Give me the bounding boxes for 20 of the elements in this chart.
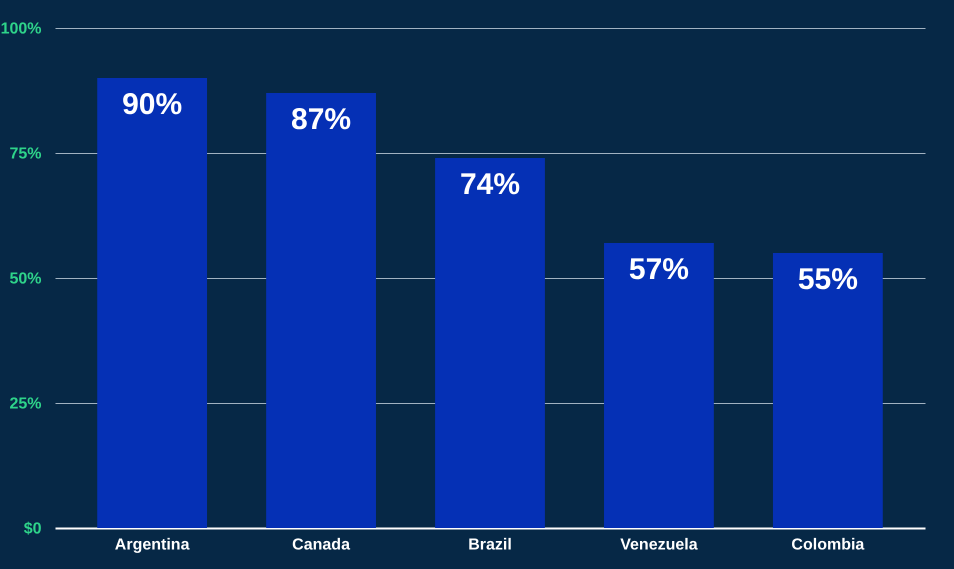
bar (435, 158, 545, 528)
x-tick-label: Colombia (791, 536, 864, 554)
y-tick-label: 25% (9, 396, 42, 412)
x-tick-label: Canada (292, 536, 350, 554)
data-label: 57% (628, 253, 689, 286)
x-tick-label: Venezuela (620, 536, 698, 554)
data-label: 87% (291, 103, 352, 136)
data-label: 90% (122, 88, 182, 121)
y-tick-label: 100% (0, 20, 42, 38)
y-tick-label: 50% (9, 270, 42, 288)
x-tick-label: Brazil (468, 536, 512, 554)
bar (97, 78, 208, 528)
data-label: 55% (798, 263, 858, 296)
y-tick-label: $0 (24, 520, 42, 538)
bar (266, 93, 376, 528)
bar (604, 243, 714, 528)
data-label: 74% (460, 168, 520, 201)
y-tick-label: 75% (9, 146, 42, 162)
x-tick-label: Argentina (114, 536, 190, 554)
bar (772, 253, 883, 528)
